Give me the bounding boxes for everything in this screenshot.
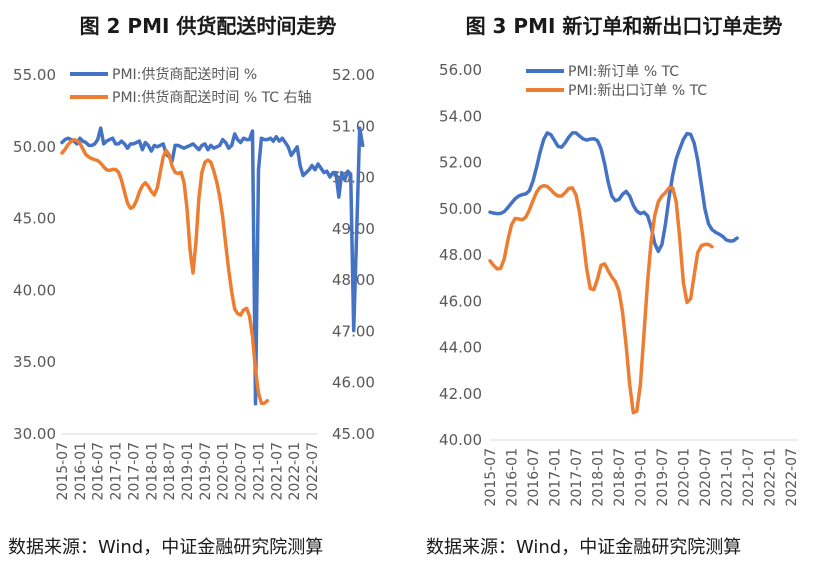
x-tick-label: 2015-07 [483,448,499,507]
y-right-tick-label: 51.00 [332,117,375,135]
x-tick-label: 2018-07 [162,442,178,501]
x-tick-label: 2022-01 [762,448,778,507]
chart-right-svg: 40.00 42.00 44.00 46.00 48.00 50.00 52.00 54.00… [439,61,800,507]
y-tick-label: 40.00 [439,431,482,449]
x-tick-label: 2020-01 [676,448,692,507]
y-tick-label: 55.00 [13,66,56,84]
y-tick-label: 45.00 [13,210,56,228]
x-tick-label: 2019-01 [180,442,196,501]
x-tick-label: 2016-07 [526,448,542,507]
chart-panel-left: 图 2 PMI 供货配送时间走势 30.00 35.00 40.00 45.00 50.… [8,14,375,558]
x-tick-label: 2017-01 [109,442,125,501]
x-tick-label: 2020-07 [234,442,250,501]
legend-label: PMI:新出口订单 % TC [568,83,707,99]
chart-panel-right: 图 3 PMI 新订单和新出口订单走势 40.00 42.00 44.00 46.00… [416,0,832,566]
chart-title: 图 3 PMI 新订单和新出口订单走势 [465,14,783,38]
x-tick-label: 2020-01 [216,442,232,501]
x-tick-label: 2019-07 [655,448,671,507]
y-right-tick-label: 45.00 [332,425,375,443]
y-tick-label: 30.00 [13,425,56,443]
x-tick-label: 2018-07 [612,448,628,507]
x-tick-label: 2017-01 [547,448,563,507]
y-tick-label: 40.00 [13,281,56,299]
x-tick-label: 2021-07 [269,442,285,501]
x-tick-label: 2022-07 [784,448,800,507]
x-tick-label: 2015-07 [55,442,71,501]
legend-label: PMI:新订单 % TC [568,64,679,80]
x-tick-label: 2021-07 [741,448,757,507]
series-line-1 [488,183,714,415]
x-tick-label: 2018-01 [144,442,160,501]
x-tick-label: 2020-07 [698,448,714,507]
x-tick-label: 2017-07 [569,448,585,507]
x-tick-label: 2022-01 [287,442,303,501]
y-tick-label: 52.00 [439,154,482,172]
y-tick-label: 42.00 [439,385,482,403]
y-tick-label: 35.00 [13,353,56,371]
source-note: 数据来源：Wind，中证金融研究院测算 [426,537,742,558]
y-tick-label: 48.00 [439,246,482,264]
legend-label: PMI:供货商配送时间 % [112,66,257,83]
legend-label: PMI:供货商配送时间 % TC 右轴 [112,89,312,106]
series-line-0 [60,126,365,406]
x-tick-label: 2016-07 [91,442,107,501]
x-tick-label: 2016-01 [504,448,520,507]
chart-title: 图 2 PMI 供货配送时间走势 [79,14,337,38]
x-tick-label: 2022-07 [305,442,321,501]
series-line-0 [488,131,739,254]
x-tick-label: 2021-01 [719,448,735,507]
x-tick-label: 2021-01 [251,442,267,501]
chart-left-svg: 30.00 35.00 40.00 45.00 50.00 55.00 45.00 46.00… [13,66,375,501]
x-tick-label: 2019-07 [198,442,214,501]
x-tick-label: 2017-07 [126,442,142,501]
x-tick-label: 2019-01 [633,448,649,507]
y-tick-label: 50.00 [439,200,482,218]
x-tick-label: 2016-01 [73,442,89,501]
y-right-tick-label: 52.00 [332,66,375,84]
y-tick-label: 56.00 [439,61,482,79]
source-note: 数据来源：Wind，中证金融研究院测算 [8,537,324,558]
y-tick-label: 50.00 [13,138,56,156]
y-tick-label: 54.00 [439,107,482,125]
y-right-tick-label: 46.00 [332,374,375,392]
y-tick-label: 46.00 [439,292,482,310]
series-line-1 [60,137,270,405]
y-tick-label: 44.00 [439,339,482,357]
x-tick-label: 2018-01 [590,448,606,507]
